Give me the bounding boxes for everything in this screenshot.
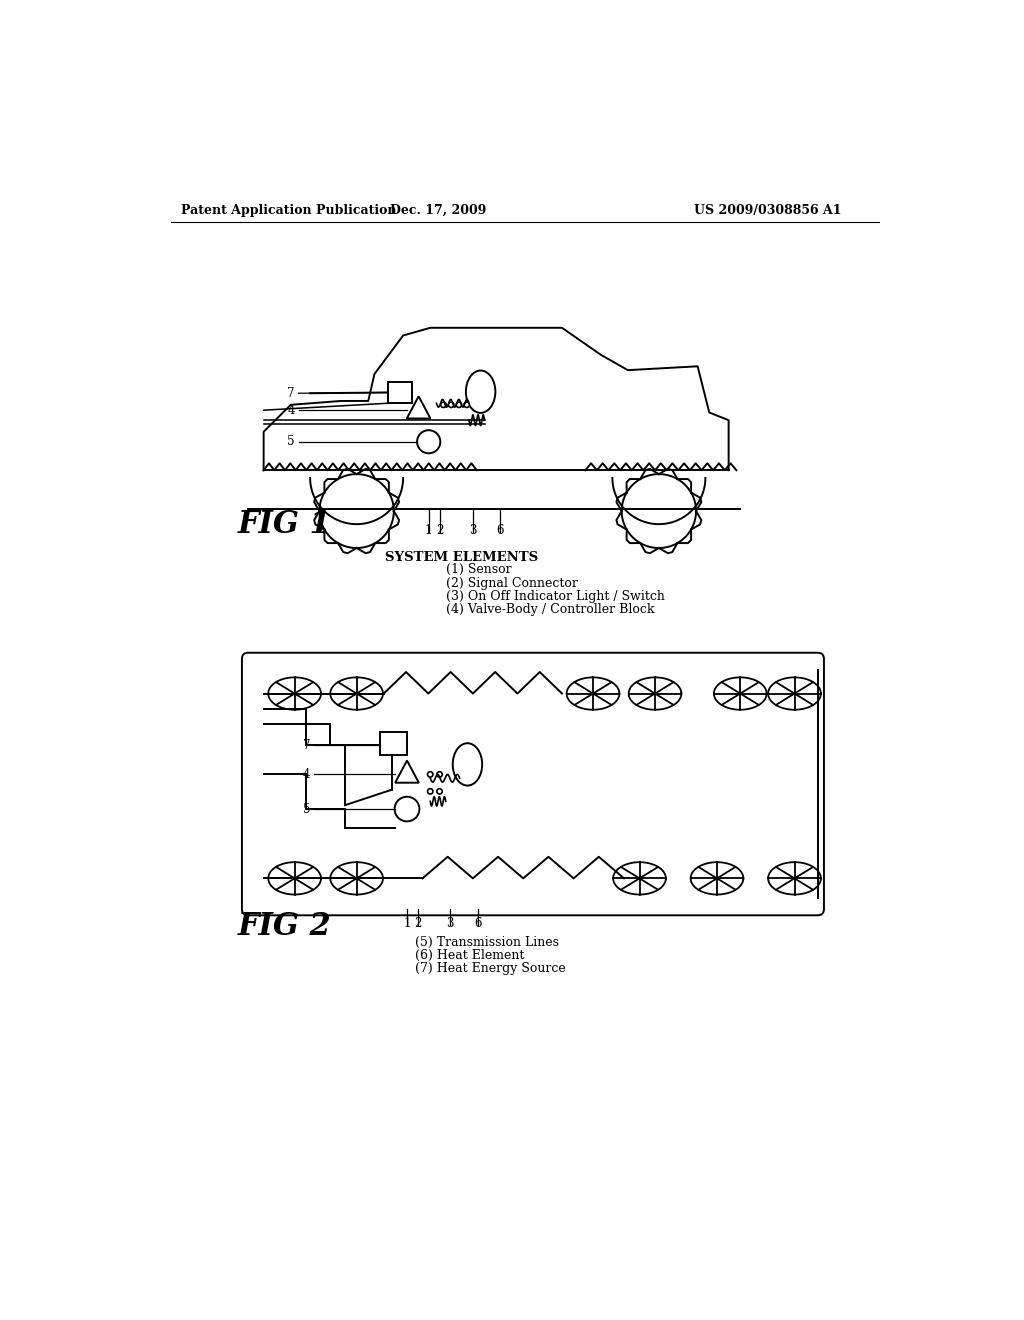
Bar <box>388 381 413 404</box>
Text: 2: 2 <box>414 917 422 929</box>
Text: (1) Sensor: (1) Sensor <box>445 564 511 577</box>
Text: 6: 6 <box>474 917 482 929</box>
Circle shape <box>417 430 440 453</box>
Text: 4: 4 <box>303 768 310 781</box>
Text: SYSTEM ELEMENTS: SYSTEM ELEMENTS <box>385 552 538 564</box>
Text: 6: 6 <box>497 524 504 537</box>
Text: 5: 5 <box>303 803 310 816</box>
Text: Patent Application Publication: Patent Application Publication <box>180 205 396 218</box>
Text: 7: 7 <box>287 387 295 400</box>
Text: (3) On Off Indicator Light / Switch: (3) On Off Indicator Light / Switch <box>445 590 665 603</box>
Text: 7: 7 <box>303 739 310 751</box>
Circle shape <box>440 403 446 408</box>
Text: FIG 1: FIG 1 <box>238 510 332 540</box>
Circle shape <box>437 788 442 795</box>
Text: 3: 3 <box>445 917 454 929</box>
Bar <box>380 733 407 755</box>
Circle shape <box>394 797 420 821</box>
Text: 2: 2 <box>436 524 444 537</box>
Ellipse shape <box>453 743 482 785</box>
Circle shape <box>457 403 462 408</box>
Text: (5) Transmission Lines: (5) Transmission Lines <box>415 936 559 949</box>
Text: 5: 5 <box>287 436 295 449</box>
Text: 1: 1 <box>425 524 432 537</box>
Text: FIG 2: FIG 2 <box>238 911 332 941</box>
FancyBboxPatch shape <box>242 653 824 915</box>
Text: (6) Heat Element: (6) Heat Element <box>415 949 524 962</box>
Text: 4: 4 <box>287 404 295 417</box>
Text: (4) Valve-Body / Controller Block: (4) Valve-Body / Controller Block <box>445 603 654 615</box>
Circle shape <box>437 772 442 777</box>
Circle shape <box>428 772 433 777</box>
Text: US 2009/0308856 A1: US 2009/0308856 A1 <box>693 205 842 218</box>
Text: 1: 1 <box>403 917 411 929</box>
Circle shape <box>428 788 433 795</box>
Text: Dec. 17, 2009: Dec. 17, 2009 <box>390 205 486 218</box>
Text: 3: 3 <box>469 524 476 537</box>
Ellipse shape <box>466 371 496 413</box>
Circle shape <box>464 403 469 408</box>
Text: (7) Heat Energy Source: (7) Heat Energy Source <box>415 962 565 975</box>
Text: (2) Signal Connector: (2) Signal Connector <box>445 577 578 590</box>
Circle shape <box>449 403 454 408</box>
